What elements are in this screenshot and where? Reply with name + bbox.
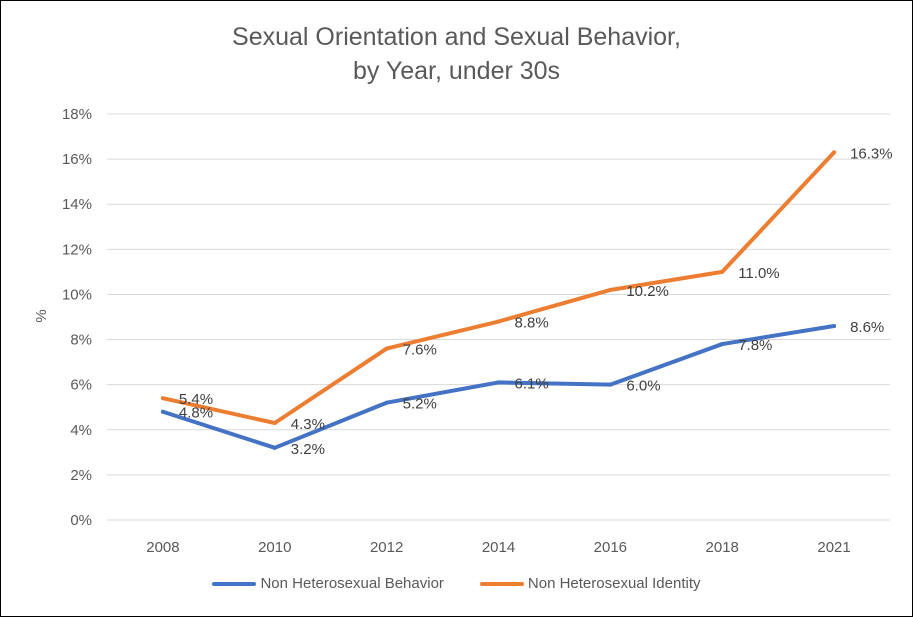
series-lines xyxy=(160,150,837,450)
legend-label-behavior: Non Heterosexual Behavior xyxy=(260,575,444,592)
x-tick-label: 2012 xyxy=(370,539,403,556)
data-point xyxy=(720,342,725,347)
x-tick-label: 2016 xyxy=(594,539,627,556)
data-label: 6.0% xyxy=(626,378,660,395)
gridlines xyxy=(107,113,890,521)
data-label: 7.6% xyxy=(403,342,437,359)
x-axis-ticks: 2008 2010 2012 2014 2016 2018 2021 xyxy=(146,539,851,556)
legend: Non Heterosexual Behavior Non Heterosexu… xyxy=(0,575,913,592)
data-point xyxy=(496,380,501,385)
data-label: 6.1% xyxy=(515,375,549,392)
data-label: 16.3% xyxy=(850,145,893,162)
x-tick-label: 2018 xyxy=(706,539,739,556)
data-point xyxy=(160,409,165,414)
data-point xyxy=(496,319,501,324)
data-label: 10.2% xyxy=(626,283,669,300)
data-label: 5.4% xyxy=(179,391,213,408)
data-point xyxy=(384,346,389,351)
x-tick-label: 2008 xyxy=(146,539,179,556)
data-point xyxy=(608,382,613,387)
data-label: 8.6% xyxy=(850,319,884,336)
y-tick-label: 2% xyxy=(70,467,92,484)
data-point xyxy=(272,421,277,426)
data-label: 8.8% xyxy=(515,315,549,332)
y-axis-label: % xyxy=(33,309,50,322)
x-tick-label: 2010 xyxy=(258,539,291,556)
data-labels: 4.8% 3.2% 5.2% 6.1% 6.0% 7.8% 8.6% 5.4% 4.3% 7.6%… xyxy=(179,145,893,457)
data-label: 4.3% xyxy=(291,416,325,433)
y-tick-label: 8% xyxy=(70,332,92,349)
y-tick-label: 18% xyxy=(62,106,92,123)
data-point xyxy=(832,324,837,329)
data-label: 11.0% xyxy=(738,265,779,282)
data-point xyxy=(608,287,613,292)
data-label: 7.8% xyxy=(738,337,772,354)
y-tick-label: 10% xyxy=(62,286,92,303)
legend-swatch-identity xyxy=(479,581,524,586)
data-point xyxy=(832,150,837,155)
data-point xyxy=(720,269,725,274)
legend-item-behavior: Non Heterosexual Behavior xyxy=(212,575,444,592)
y-tick-label: 12% xyxy=(62,241,92,258)
data-point xyxy=(384,400,389,405)
chart-title-line-2: by Year, under 30s xyxy=(352,57,561,85)
y-tick-label: 14% xyxy=(62,196,92,213)
data-label: 3.2% xyxy=(291,441,325,458)
data-label: 4.8% xyxy=(179,405,213,422)
legend-swatch-behavior xyxy=(212,581,257,586)
data-point xyxy=(272,445,277,450)
y-tick-label: 16% xyxy=(62,151,92,168)
y-axis-ticks: 0% 2% 4% 6% 8% 10% 12% 14% 16% 18% xyxy=(62,106,92,529)
legend-label-identity: Non Heterosexual Identity xyxy=(527,575,701,592)
y-tick-label: 6% xyxy=(70,377,92,394)
x-tick-label: 2021 xyxy=(817,539,850,556)
chart-title: Sexual Orientation and Sexual Behavior, … xyxy=(0,20,913,88)
y-tick-label: 4% xyxy=(70,422,92,439)
chart-title-line-1: Sexual Orientation and Sexual Behavior, xyxy=(232,23,681,51)
data-point xyxy=(160,396,165,401)
data-label: 5.2% xyxy=(403,396,437,413)
y-tick-label: 0% xyxy=(70,512,92,529)
x-tick-label: 2014 xyxy=(482,539,515,556)
legend-item-identity: Non Heterosexual Identity xyxy=(479,575,701,592)
